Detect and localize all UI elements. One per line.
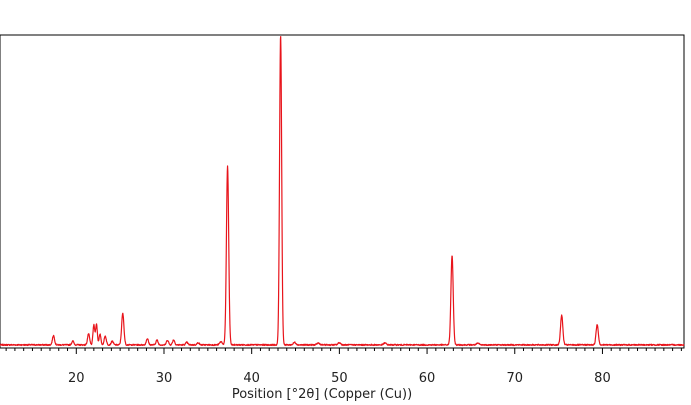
plot-area-frame (0, 34, 685, 349)
x-tick-label: 50 (331, 371, 348, 386)
minor-ticks (5, 348, 682, 351)
major-ticks (75, 348, 603, 354)
x-tick-label: 60 (419, 371, 436, 386)
series-line (0, 35, 685, 347)
x-tick-label: 70 (506, 371, 523, 386)
x-tick-label: 40 (243, 371, 260, 386)
x-axis-label: Position [°2θ] (Copper (Cu)) (232, 387, 412, 402)
x-tick-labels: 20 30 40 50 60 70 80 (68, 371, 611, 386)
x-tick-label: 20 (68, 371, 85, 386)
x-tick-label: 30 (156, 371, 173, 386)
x-tick-label: 80 (594, 371, 611, 386)
